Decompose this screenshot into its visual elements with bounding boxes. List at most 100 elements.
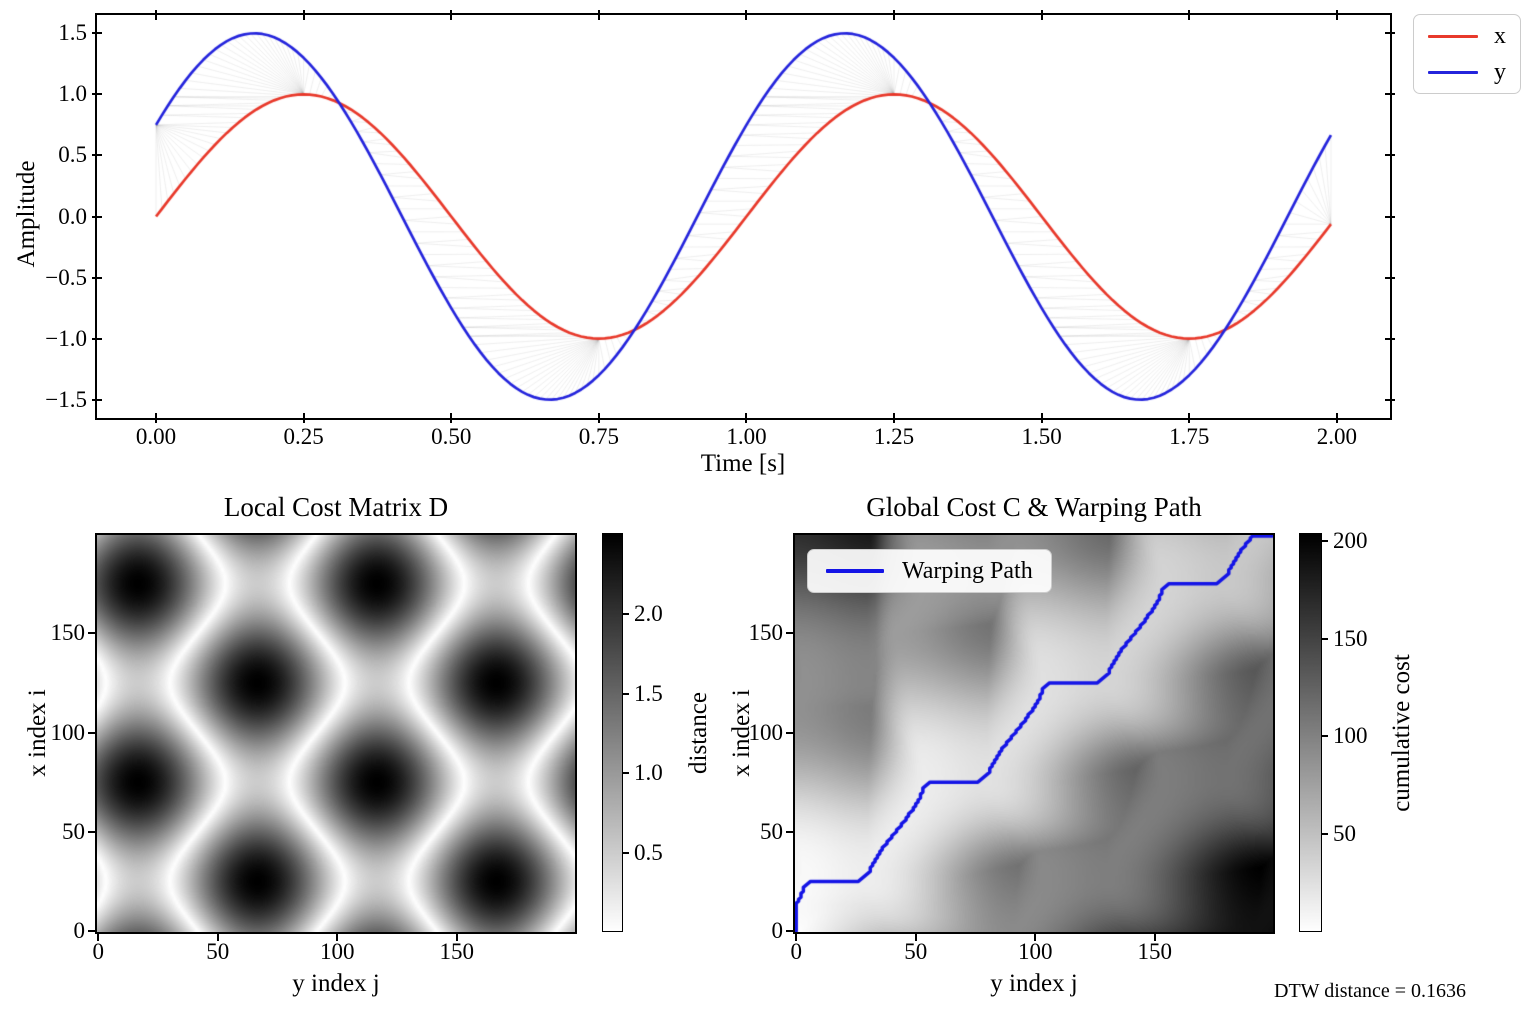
x-tick-label: 100 — [1017, 939, 1053, 964]
x-tick-mark — [1040, 413, 1043, 423]
x-tick-mark — [1153, 934, 1156, 941]
x-tick-label: 0.00 — [135, 424, 177, 449]
global-cost-heatmap-canvas — [795, 535, 1273, 932]
y-tick-mark — [92, 154, 102, 157]
colorbar-tick-mark — [623, 851, 629, 854]
x-tick-mark — [302, 10, 305, 20]
colorbar-tick-label: 150 — [1333, 625, 1368, 651]
legend-entry-y: y — [1428, 59, 1506, 85]
local-cost-axes — [95, 533, 577, 934]
y-tick-label: 100 — [50, 719, 86, 745]
y-tick-label: 0 — [73, 918, 86, 943]
y-tick-mark — [92, 32, 102, 35]
y-tick-label: −1.5 — [45, 386, 87, 412]
colorbar-tick-label: 50 — [1333, 821, 1356, 847]
dtw-distance-annotation: DTW distance = 0.1636 — [1274, 980, 1466, 1002]
colorbar-tick-label: 0.5 — [634, 839, 663, 865]
colorbar-tick-label: 200 — [1333, 527, 1368, 553]
y-tick-mark — [1385, 32, 1395, 35]
colorbar-tick-mark — [623, 692, 629, 695]
warping-path-legend: Warping Path — [807, 549, 1052, 593]
distance-colorbar-canvas — [603, 534, 622, 931]
x-tick-mark — [97, 934, 100, 941]
y-tick-label: 1.5 — [58, 20, 87, 46]
colorbar-tick-label: 100 — [1333, 723, 1368, 749]
y-tick-label: 50 — [62, 818, 85, 844]
x-tick-mark — [450, 10, 453, 20]
time-axis-label: Time [s] — [700, 450, 786, 477]
colorbar-tick-mark — [1322, 539, 1328, 542]
x-tick-mark — [155, 413, 158, 423]
local-cost-xlabel: y index j — [292, 970, 380, 997]
x-tick-mark — [1188, 10, 1191, 20]
local-cost-title: Local Cost Matrix D — [223, 492, 449, 522]
y-tick-mark — [786, 731, 793, 734]
y-tick-label: 0.0 — [58, 203, 87, 229]
x-tick-mark — [1034, 934, 1037, 941]
x-tick-mark — [795, 934, 798, 941]
y-tick-mark — [92, 215, 102, 218]
x-tick-label: 0.50 — [431, 424, 472, 449]
y-tick-mark — [88, 731, 95, 734]
y-tick-label: 1.0 — [58, 81, 87, 107]
x-tick-mark — [455, 934, 458, 941]
y-tick-mark — [1385, 215, 1395, 218]
y-tick-label: −1.0 — [45, 325, 87, 351]
global-cost-axes: Warping Path — [793, 533, 1275, 934]
legend-line-x — [1428, 34, 1478, 38]
y-tick-label: 150 — [50, 620, 86, 646]
x-tick-label: 1.75 — [1169, 424, 1210, 449]
x-tick-mark — [1040, 10, 1043, 20]
x-tick-label: 1.50 — [1021, 424, 1062, 449]
x-tick-mark — [597, 10, 600, 20]
legend-line-y — [1428, 70, 1478, 74]
x-tick-label: 0.75 — [578, 424, 619, 449]
colorbar-tick-mark — [1322, 833, 1328, 836]
colorbar-tick-label: 1.5 — [634, 680, 663, 706]
y-tick-mark — [786, 830, 793, 833]
x-tick-label: 0.25 — [283, 424, 324, 449]
y-tick-label: 150 — [748, 620, 784, 646]
x-tick-mark — [1188, 413, 1191, 423]
series-legend: x y — [1413, 14, 1521, 94]
x-tick-label: 0 — [790, 939, 802, 964]
x-tick-mark — [745, 413, 748, 423]
y-tick-mark — [88, 830, 95, 833]
colorbar-tick-mark — [623, 772, 629, 775]
x-tick-label: 100 — [319, 939, 355, 964]
y-tick-label: 100 — [748, 719, 784, 745]
y-tick-mark — [786, 632, 793, 635]
cumulative-cost-colorbar-label: cumulative cost — [1388, 654, 1415, 812]
y-tick-mark — [1385, 398, 1395, 401]
colorbar-tick-mark — [1322, 735, 1328, 738]
x-tick-mark — [1335, 413, 1338, 423]
x-tick-label: 50 — [904, 939, 928, 964]
x-tick-label: 150 — [439, 939, 474, 964]
x-tick-mark — [450, 413, 453, 423]
y-tick-mark — [92, 337, 102, 340]
y-tick-label: 0.5 — [58, 142, 87, 168]
y-tick-mark — [1385, 154, 1395, 157]
local-cost-heatmap-canvas — [97, 535, 575, 932]
x-tick-mark — [216, 934, 219, 941]
x-tick-label: 1.25 — [873, 424, 915, 449]
y-tick-mark — [92, 276, 102, 279]
y-tick-mark — [88, 632, 95, 635]
cumulative-cost-colorbar — [1299, 533, 1322, 932]
warping-path-legend-label: Warping Path — [902, 558, 1033, 584]
legend-label-x: x — [1494, 23, 1506, 49]
y-tick-label: 50 — [760, 818, 783, 844]
x-tick-mark — [597, 413, 600, 423]
x-tick-label: 50 — [206, 939, 230, 964]
x-tick-mark — [893, 413, 896, 423]
x-tick-mark — [914, 934, 917, 941]
y-tick-label: 0 — [771, 918, 784, 943]
y-tick-mark — [786, 930, 793, 932]
x-tick-label: 0 — [92, 939, 104, 964]
colorbar-tick-label: 1.0 — [634, 760, 663, 786]
time-series-plot-canvas — [97, 15, 1390, 418]
x-tick-label: 1.00 — [726, 424, 767, 449]
cumulative-cost-colorbar-canvas — [1300, 534, 1321, 931]
global-cost-title: Global Cost C & Warping Path — [866, 492, 1202, 522]
